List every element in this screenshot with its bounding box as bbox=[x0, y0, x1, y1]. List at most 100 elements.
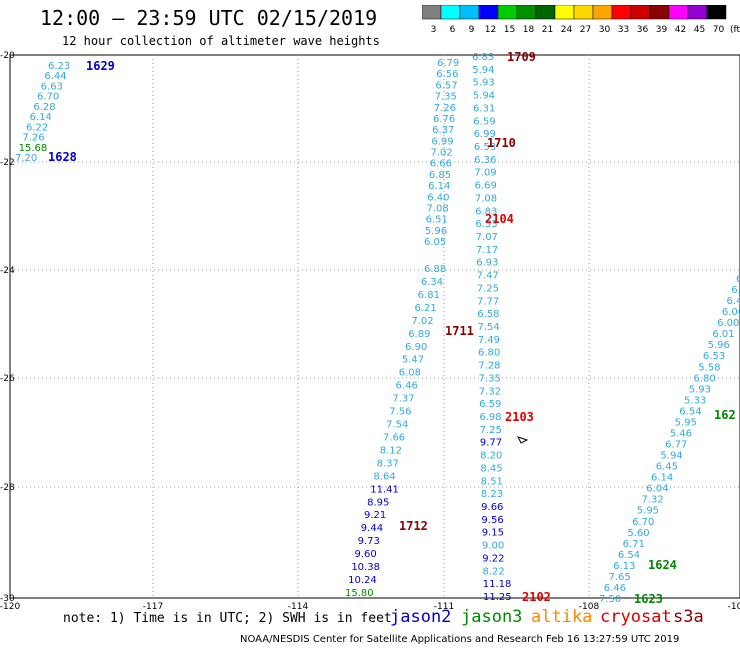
colorbar-tick-label: 70 bbox=[713, 25, 725, 35]
wave-height-value: 8.95 bbox=[367, 497, 389, 508]
wave-height-value: 8.45 bbox=[480, 463, 502, 474]
wave-height-value: 5.94 bbox=[473, 91, 495, 102]
wave-height-value: 6.31 bbox=[473, 103, 495, 114]
wave-height-value: 6.06 bbox=[722, 307, 740, 318]
wave-height-value: 6.79 bbox=[437, 58, 459, 69]
wave-height-value: 7.08 bbox=[475, 193, 497, 204]
wave-height-value: 6.4 bbox=[727, 296, 740, 307]
wave-height-value: 6.77 bbox=[665, 440, 687, 451]
wave-height-value: 6.45 bbox=[656, 462, 678, 473]
wave-height-value: 7.47 bbox=[476, 271, 498, 282]
wave-height-value: 5.96 bbox=[425, 226, 447, 237]
wave-height-value: 6.58 bbox=[477, 309, 499, 320]
wave-height-value: 6.71 bbox=[623, 539, 645, 550]
colorbar-tick-label: 30 bbox=[599, 25, 611, 35]
wave-height-value: 6.80 bbox=[478, 348, 500, 359]
wave-height-value: 6.36 bbox=[474, 155, 496, 166]
pass-label: 2103 bbox=[505, 410, 534, 424]
wave-height-value: 5.94 bbox=[660, 451, 682, 462]
wave-height-value: 5.47 bbox=[402, 355, 424, 366]
longitude-tick-label: -120 bbox=[0, 602, 20, 610]
wave-height-map: -120 -117 -114 -111 -108 -10 -20 -22 -24 -26 -28 -3… bbox=[0, 50, 740, 610]
wave-height-value: 6.80 bbox=[693, 373, 715, 384]
wave-height-value: 5.96 bbox=[708, 340, 730, 351]
wave-height-value: 6.83 bbox=[475, 206, 497, 217]
pass-label: 1628 bbox=[48, 150, 77, 164]
wave-height-value: 5.33 bbox=[684, 395, 706, 406]
wave-height-value: 6.98 bbox=[479, 412, 501, 423]
wave-height-value: 6.46 bbox=[396, 381, 418, 392]
wave-height-value: 6.01 bbox=[712, 329, 734, 340]
colorbar-tick-label: 39 bbox=[656, 25, 668, 35]
wave-height-value: 9.21 bbox=[364, 510, 386, 521]
wave-height-value: 6.76 bbox=[433, 114, 455, 125]
wave-height-value: 6.99 bbox=[474, 129, 496, 140]
wave-height-value: 6.51 bbox=[426, 215, 448, 226]
wave-height-value: 6.70 bbox=[37, 92, 59, 103]
wave-height-value: 6.99 bbox=[431, 136, 453, 147]
colorbar-swatch bbox=[706, 5, 727, 20]
colorbar-tick-label: 45 bbox=[694, 25, 705, 35]
wave-height-value: 6.63 bbox=[41, 81, 63, 92]
pass-label: 1712 bbox=[399, 519, 428, 533]
wave-height-value: 8.22 bbox=[482, 566, 504, 577]
wave-height-value: 7.07 bbox=[476, 232, 498, 243]
wave-height-value: 9.44 bbox=[361, 523, 383, 534]
wave-height-value: 6.05 bbox=[424, 237, 446, 248]
wave-height-value: 6.2 bbox=[731, 285, 740, 296]
wave-height-value: 5.95 bbox=[675, 417, 697, 428]
colorbar-tick-label: 21 bbox=[542, 25, 553, 35]
wave-height-value: 6.85 bbox=[429, 170, 451, 181]
pass-label: 162 bbox=[714, 408, 736, 422]
wave-height-value: 6.08 bbox=[399, 368, 421, 379]
wave-height-value: 6.14 bbox=[30, 112, 52, 123]
wave-height-value: 7.49 bbox=[478, 335, 500, 346]
wave-height-value: 6.53 bbox=[475, 219, 497, 230]
wave-height-value: 6.44 bbox=[44, 71, 66, 82]
wave-height-value: 6.04 bbox=[646, 484, 668, 495]
wave-height-value: 7.26 bbox=[434, 103, 456, 114]
legend-item-altika: altika bbox=[531, 607, 593, 627]
wave-height-value: 6.46 bbox=[604, 583, 626, 594]
latitude-tick-label: -30 bbox=[0, 594, 15, 604]
pass-label: 2102 bbox=[522, 590, 551, 604]
colorbar-tick-label: 36 bbox=[637, 25, 649, 35]
wave-height-value: 9.66 bbox=[481, 502, 503, 513]
pass-label: 1624 bbox=[648, 558, 677, 572]
wave-height-value: 7.17 bbox=[476, 245, 498, 256]
wave-height-value: 7.35 bbox=[435, 92, 457, 103]
wave-height-value: 6.2 bbox=[736, 274, 740, 285]
wave-height-value: 6.53 bbox=[703, 351, 725, 362]
colorbar-tick-label: 18 bbox=[523, 25, 535, 35]
wave-height-value: 6.90 bbox=[405, 342, 427, 353]
wave-height-value: 7.32 bbox=[642, 495, 664, 506]
island-outline bbox=[517, 436, 529, 444]
wave-height-value: 8.23 bbox=[481, 489, 503, 500]
wave-height-value: 6.81 bbox=[418, 290, 440, 301]
wave-height-value: 7.50 bbox=[599, 594, 621, 605]
wave-height-value: 6.14 bbox=[651, 473, 673, 484]
longitude-tick-label: -114 bbox=[288, 602, 309, 610]
wave-height-value: 5.93 bbox=[689, 384, 711, 395]
wave-height-value: 6.54 bbox=[679, 406, 701, 417]
latitude-tick-label: -22 bbox=[0, 158, 15, 168]
pass-label: 2104 bbox=[485, 212, 514, 226]
latitude-tick-label: -26 bbox=[0, 374, 15, 384]
wave-height-value: 11.18 bbox=[483, 579, 512, 590]
wave-height-value: 7.66 bbox=[383, 432, 405, 443]
legend-item-cryosat: cryosat bbox=[600, 607, 672, 627]
colorbar-tick-label: 24 bbox=[561, 25, 573, 35]
wave-height-value: 6.23 bbox=[48, 61, 70, 72]
wave-height-value: 6.40 bbox=[427, 192, 449, 203]
wave-height-value: 9.77 bbox=[480, 438, 502, 449]
wave-height-value: 8.37 bbox=[377, 458, 399, 469]
wave-height-value: 6.56 bbox=[436, 69, 458, 80]
wave-height-value: 8.51 bbox=[481, 476, 503, 487]
page-subtitle: 12 hour collection of altimeter wave hei… bbox=[62, 34, 380, 48]
latitude-tick-label: -24 bbox=[0, 266, 15, 276]
legend-item-s3a: s3a bbox=[673, 607, 704, 627]
wave-height-value: 7.54 bbox=[386, 420, 408, 431]
wave-height-value: 9.22 bbox=[482, 553, 504, 564]
